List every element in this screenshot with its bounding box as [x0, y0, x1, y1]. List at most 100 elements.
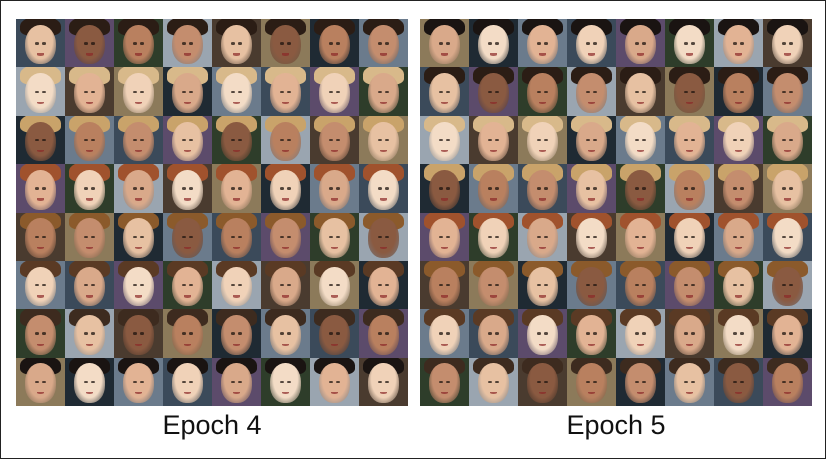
face-thumbnail — [310, 115, 359, 165]
eye-mark — [231, 90, 235, 93]
epoch-5-panel — [420, 19, 812, 406]
eye-mark — [733, 42, 737, 45]
face-shape — [318, 315, 351, 355]
eye-mark — [336, 332, 340, 335]
face-thumbnail — [65, 67, 114, 116]
face-shape — [318, 169, 351, 210]
eye-mark — [789, 42, 793, 45]
face-shape — [575, 315, 608, 355]
mouth-mark — [538, 343, 547, 346]
eye-mark — [691, 42, 695, 45]
eye-mark — [642, 138, 646, 142]
face-thumbnail — [212, 309, 261, 358]
eye-mark — [189, 187, 193, 190]
face-shape — [318, 363, 351, 404]
eye-mark — [133, 138, 137, 142]
eye-mark — [586, 187, 590, 190]
face-shape — [122, 218, 155, 258]
mouth-mark — [36, 295, 45, 298]
mouth-mark — [281, 295, 290, 298]
face-thumbnail — [16, 164, 65, 213]
face-thumbnail — [261, 212, 310, 261]
eye-mark — [439, 235, 443, 239]
eye-mark — [684, 90, 688, 93]
face-thumbnail — [310, 67, 359, 116]
eye-mark — [446, 187, 450, 190]
face-thumbnail — [261, 164, 310, 213]
face-shape — [171, 24, 204, 65]
face-thumbnail — [359, 164, 408, 213]
face-shape — [673, 169, 706, 210]
eye-mark — [782, 42, 786, 45]
mouth-mark — [440, 53, 449, 56]
eye-mark — [329, 235, 333, 239]
face-shape — [220, 24, 253, 65]
mouth-mark — [685, 391, 694, 395]
mouth-mark — [330, 101, 339, 105]
mouth-mark — [685, 198, 694, 201]
face-shape — [722, 363, 755, 404]
eye-mark — [280, 187, 284, 190]
eye-mark — [691, 380, 695, 384]
face-shape — [428, 218, 461, 258]
face-thumbnail — [16, 19, 65, 68]
mouth-mark — [85, 101, 94, 105]
face-shape — [624, 121, 657, 162]
face-shape — [24, 315, 57, 355]
eye-mark — [231, 42, 235, 45]
face-shape — [526, 73, 559, 113]
eye-mark — [287, 42, 291, 45]
eye-mark — [84, 235, 88, 239]
eye-mark — [182, 138, 186, 142]
mouth-mark — [85, 246, 94, 250]
eye-mark — [544, 380, 548, 384]
face-shape — [220, 315, 253, 355]
mouth-mark — [379, 246, 388, 250]
eye-mark — [133, 235, 137, 239]
mouth-mark — [85, 343, 94, 346]
mouth-mark — [183, 246, 192, 250]
face-thumbnail — [420, 67, 469, 116]
mouth-mark — [489, 101, 498, 105]
eye-mark — [329, 332, 333, 335]
eye-mark — [287, 90, 291, 93]
eye-mark — [642, 380, 646, 384]
face-shape — [428, 24, 461, 65]
mouth-mark — [281, 53, 290, 56]
mouth-mark — [232, 246, 241, 250]
face-thumbnail — [567, 67, 616, 116]
epoch-5-label: Epoch 5 — [566, 410, 666, 440]
eye-mark — [537, 187, 541, 190]
eye-mark — [280, 42, 284, 45]
eye-mark — [189, 332, 193, 335]
face-thumbnail — [763, 19, 812, 68]
eye-mark — [439, 380, 443, 384]
face-shape — [722, 218, 755, 258]
eye-mark — [91, 235, 95, 239]
eye-mark — [495, 332, 499, 335]
face-shape — [477, 24, 510, 65]
mouth-mark — [685, 246, 694, 250]
face-shape — [428, 169, 461, 210]
eye-mark — [789, 284, 793, 287]
face-thumbnail — [616, 115, 665, 165]
mouth-mark — [489, 391, 498, 395]
face-thumbnail — [714, 115, 763, 165]
eye-mark — [35, 332, 39, 335]
eye-mark — [537, 138, 541, 142]
mouth-mark — [734, 150, 743, 153]
face-shape — [367, 73, 400, 113]
mouth-mark — [281, 101, 290, 105]
eye-mark — [635, 284, 639, 287]
face-shape — [673, 73, 706, 113]
face-shape — [367, 315, 400, 355]
eye-mark — [789, 138, 793, 142]
face-thumbnail — [114, 309, 163, 358]
mouth-mark — [783, 246, 792, 250]
face-thumbnail — [763, 212, 812, 261]
face-shape — [171, 169, 204, 210]
mouth-mark — [636, 391, 645, 395]
face-shape — [477, 169, 510, 210]
mouth-mark — [330, 150, 339, 153]
face-thumbnail — [114, 212, 163, 261]
